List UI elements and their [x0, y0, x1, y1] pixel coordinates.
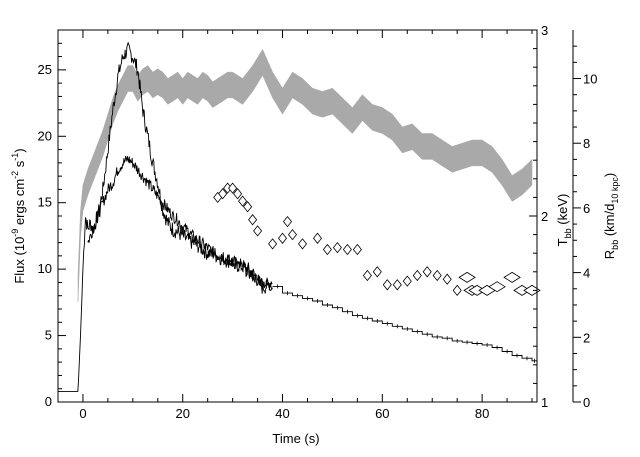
temperature-axis-title-sub: bb — [563, 228, 573, 238]
temperature-point — [332, 241, 342, 254]
y-tick-label: 20 — [38, 128, 52, 143]
temperature-point — [238, 195, 248, 207]
temperature-point — [233, 188, 243, 200]
radius-axis-title-part: R — [602, 250, 617, 259]
radius-axis-title-sub: bb — [610, 240, 620, 250]
y-axis-title-part: ) — [12, 148, 27, 152]
radius-tick-label: 8 — [583, 136, 590, 151]
temperature-axis-title-part: T — [555, 238, 570, 246]
temperature-axis-title-part: (keV) — [555, 194, 570, 229]
radius-tick-label: 0 — [583, 395, 590, 410]
x-tick-label: 0 — [79, 406, 86, 421]
y-axis-title-part: ergs cm — [12, 179, 27, 229]
x-tick-label: 20 — [176, 406, 190, 421]
y-axis-title-part: Flux (10 — [12, 237, 27, 284]
y-tick-label: 0 — [45, 394, 52, 409]
temperature-point — [312, 232, 323, 244]
radius-axis-title: Rbb (km/d10 kpc) — [602, 173, 620, 259]
temperature-point — [243, 201, 253, 213]
temperature-point — [402, 275, 412, 287]
radius-axis-title-part: ) — [602, 173, 617, 177]
radius-tick-label: 4 — [583, 266, 590, 281]
temperature-point — [287, 228, 298, 241]
y-tick-label: 5 — [45, 328, 52, 343]
temperature-tick-label: 2 — [541, 209, 548, 224]
radius-axis-title-part: (km/d — [602, 204, 617, 240]
radius-tick-label: 6 — [583, 201, 590, 216]
temperature-point — [322, 243, 332, 256]
y-axis-title: Flux (10-9 ergs cm-2 s-1) — [10, 148, 27, 283]
radius-tick-label: 10 — [583, 72, 597, 87]
temperature-point — [442, 273, 452, 285]
temperature-point — [422, 266, 432, 278]
temperature-point — [297, 238, 308, 250]
temperature-point — [452, 284, 462, 297]
temperature-point — [523, 284, 541, 296]
flux-line-faint — [87, 155, 273, 292]
y-axis-title-sup: -1 — [10, 153, 20, 161]
temperature-point — [372, 266, 382, 278]
x-tick-label: 60 — [375, 406, 389, 421]
temperature-point — [248, 214, 258, 226]
y-tick-label: 25 — [38, 62, 52, 77]
temperature-point — [282, 215, 293, 228]
temperature-point — [503, 271, 521, 283]
y-axis-title-sup: -2 — [10, 171, 20, 179]
temperature-axis-title: Tbb (keV) — [555, 194, 573, 247]
y-tick-label: 10 — [38, 261, 52, 276]
radius-band-layer — [77, 48, 533, 302]
flux-line-steps — [272, 285, 537, 362]
radius-axis-title-sub: 10 kpc — [610, 177, 620, 204]
y-axis-title-sup: -9 — [10, 229, 20, 237]
y-axis-title-part: s — [12, 160, 27, 171]
temperature-point — [488, 281, 506, 293]
flux-series-layer — [58, 41, 537, 392]
temperature-point — [277, 232, 288, 244]
temperature-point — [268, 238, 278, 250]
temperature-point — [218, 188, 228, 200]
y-tick-label: 15 — [38, 195, 52, 210]
temperature-point — [342, 243, 352, 256]
temperature-point — [412, 269, 422, 282]
x-axis-title: Time (s) — [272, 431, 319, 446]
x-tick-label: 40 — [275, 406, 289, 421]
temperature-tick-label: 3 — [541, 23, 548, 38]
tick-layer: 0 20 40 60 80 0 5 10 15 20 25 1 2 3 0 2 4 6 8 10 — [38, 23, 598, 421]
temperature-markers-layer — [213, 182, 541, 297]
temperature-point — [432, 269, 442, 282]
temperature-point — [352, 243, 362, 256]
temperature-tick-label: 1 — [541, 395, 548, 410]
temperature-point — [382, 279, 392, 291]
temperature-point — [228, 182, 238, 194]
temperature-point — [362, 269, 372, 282]
radius-band — [77, 48, 533, 302]
x-tick-label: 80 — [475, 406, 489, 421]
temperature-point — [253, 225, 263, 237]
radius-tick-label: 2 — [583, 330, 590, 345]
temperature-point — [458, 271, 476, 283]
temperature-point — [392, 279, 402, 291]
